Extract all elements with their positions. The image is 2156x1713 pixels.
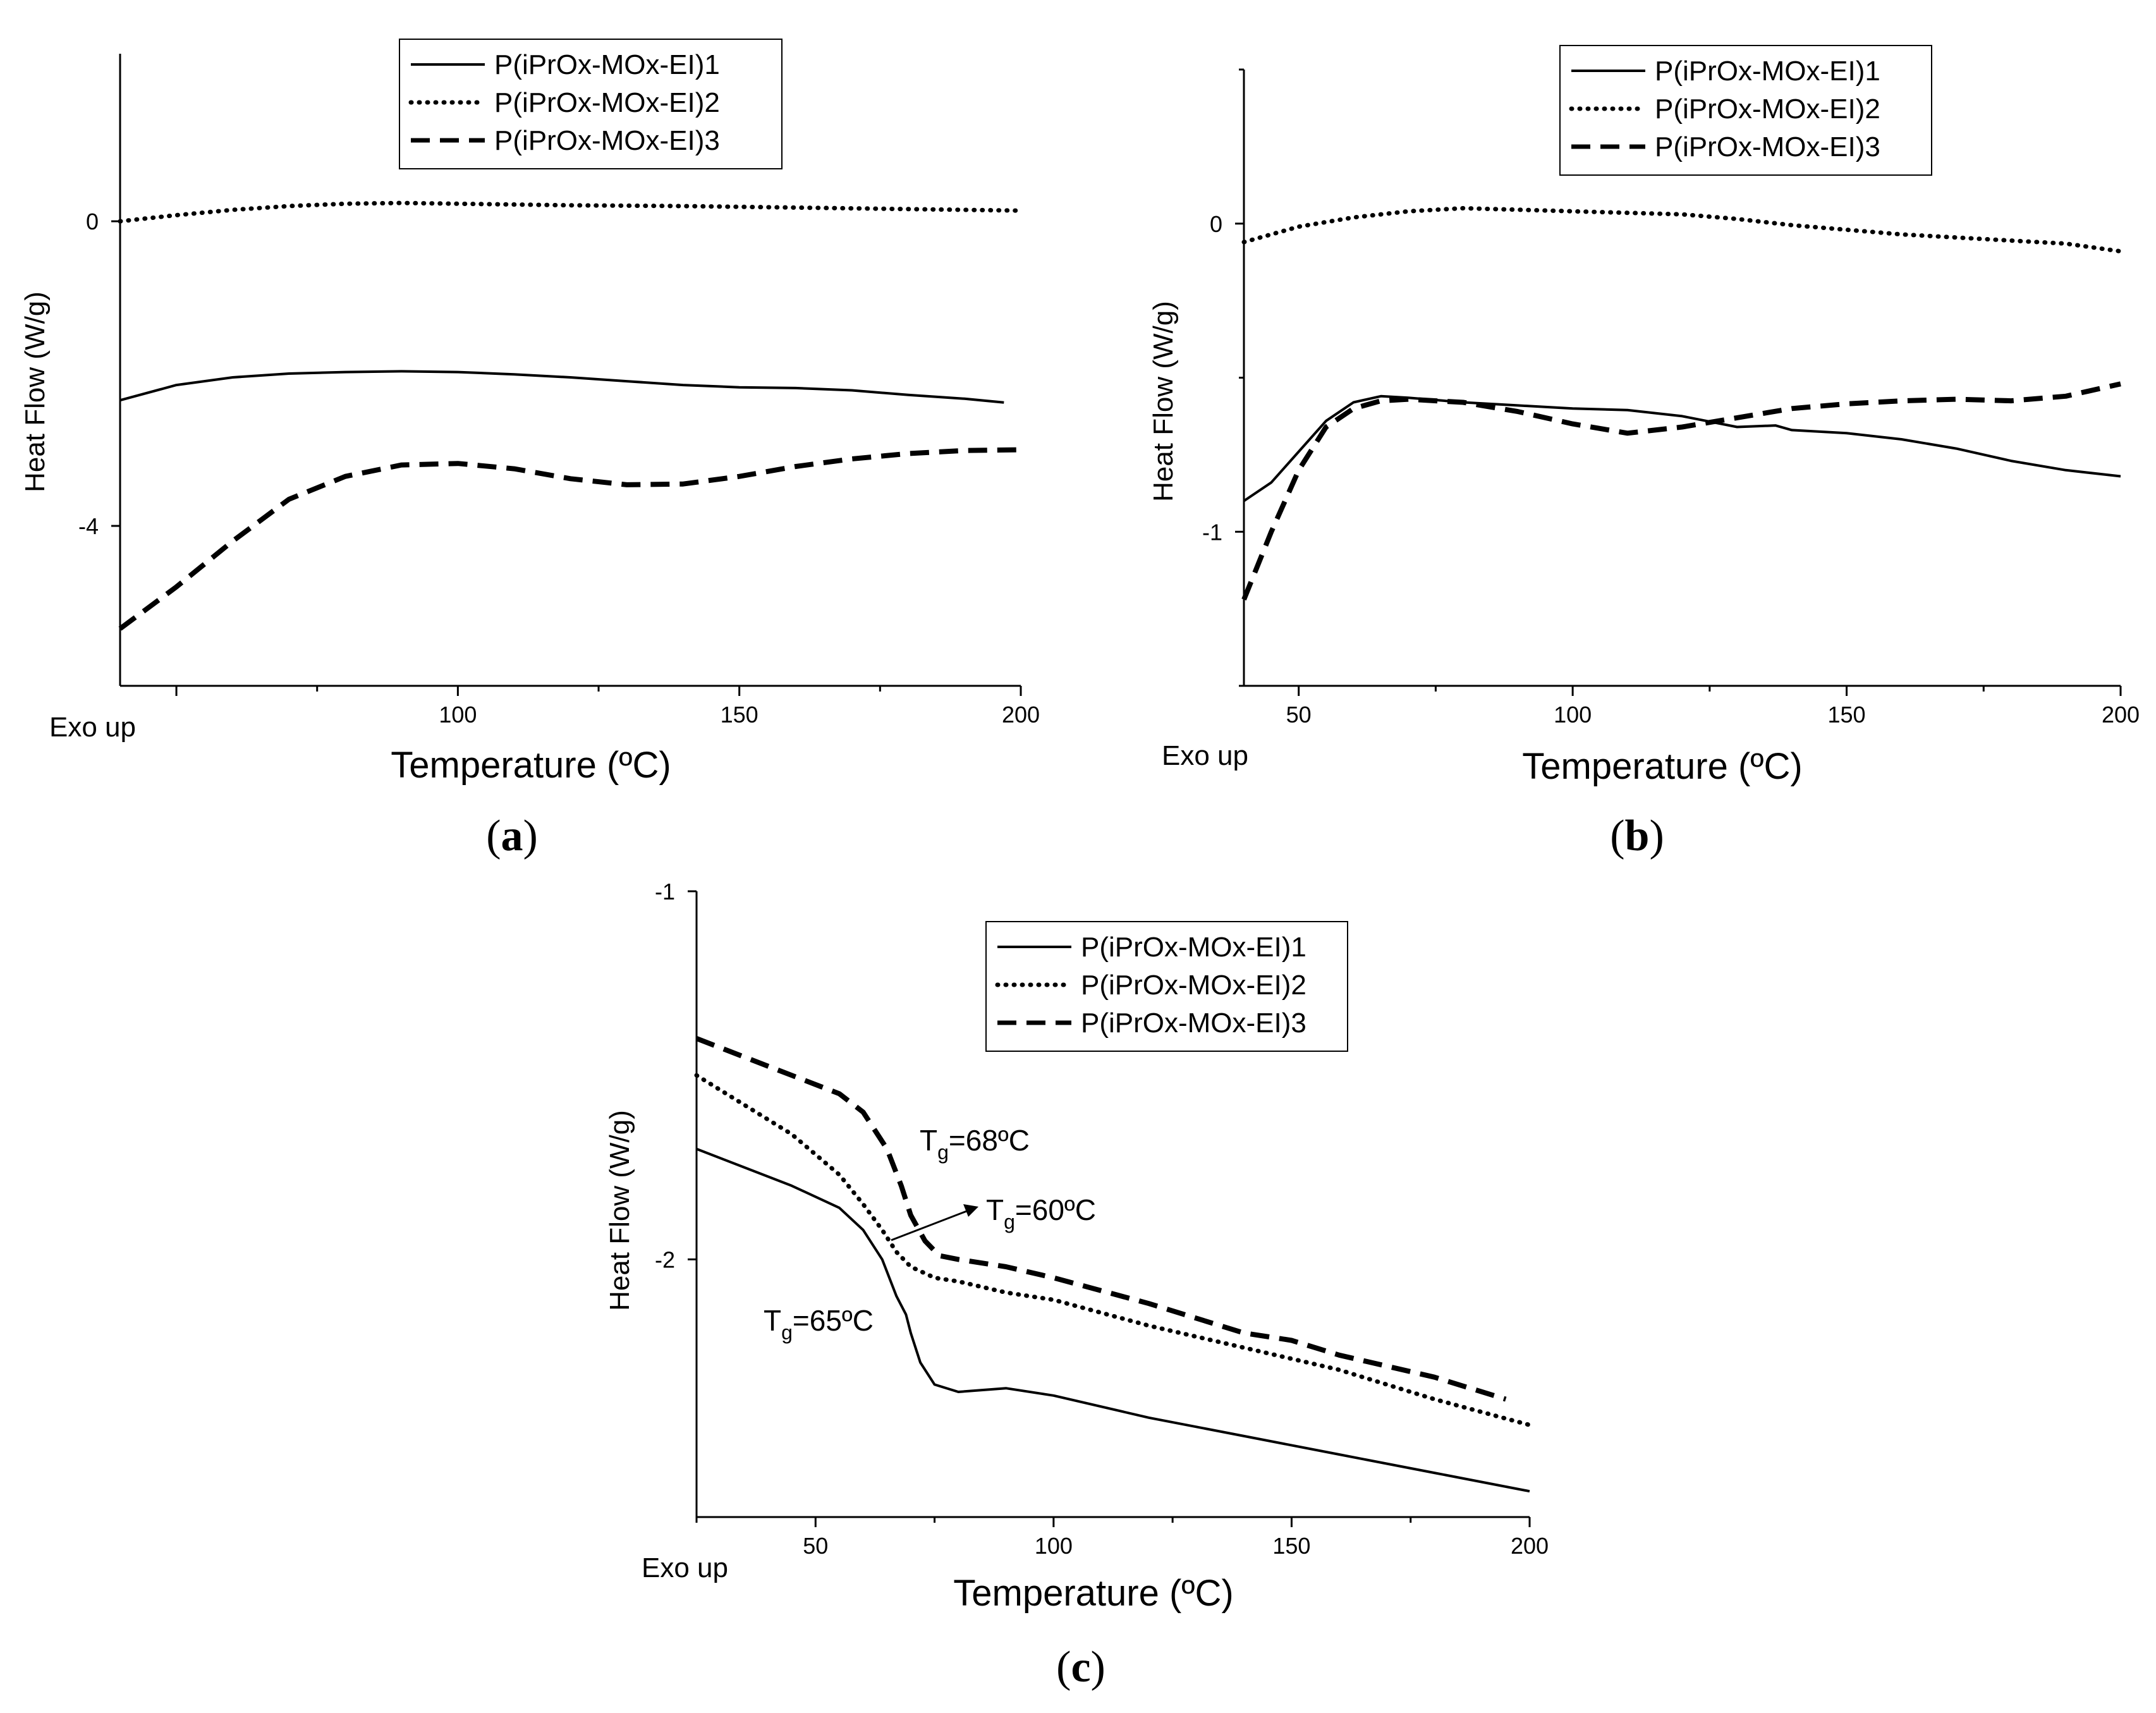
x-tick-label: 50 <box>803 1533 828 1559</box>
x-axis-title: Temperature (ºC) <box>1522 746 1802 787</box>
x-tick-label: 200 <box>1002 702 1040 728</box>
series-line-2 <box>118 200 1023 224</box>
exo-up-label: Exo up <box>49 712 136 743</box>
x-tick-label: 150 <box>721 702 758 728</box>
legend-label-1: P(iPrOx-MOx-EI)1 <box>1081 932 1306 963</box>
x-tick-label: 200 <box>1511 1533 1549 1559</box>
legend: P(iPrOx-MOx-EI)1 P(iPrOx-MOx-EI)2 P(iPrOx-… <box>399 39 783 169</box>
x-axis-title: Temperature (ºC) <box>391 745 671 786</box>
y-axis-title: Heat Flow (W/g) <box>1148 301 1179 502</box>
y-tick-label: -4 <box>78 513 99 539</box>
panel-caption: (a) <box>486 812 538 860</box>
series-line-1 <box>1243 394 2121 503</box>
series-line-2 <box>1241 205 2123 254</box>
legend-label-3: P(iPrOx-MOx-EI)3 <box>1081 1008 1306 1039</box>
x-tick-label: 200 <box>2102 702 2140 728</box>
tg-annotation-3: Tg=65ºC <box>764 1304 874 1344</box>
x-tick-label: 150 <box>1272 1533 1310 1559</box>
exo-up-label: Exo up <box>642 1552 728 1583</box>
legend-box <box>399 39 783 169</box>
panel-caption: (b) <box>1610 812 1664 860</box>
exo-up-label: Exo up <box>1162 740 1248 771</box>
y-tick-label: -2 <box>655 1247 675 1272</box>
legend-label-1: P(iPrOx-MOx-EI)1 <box>1655 56 1880 87</box>
x-axis-title: Temperature (ºC) <box>953 1573 1233 1614</box>
x-tick-label: 100 <box>439 702 477 728</box>
x-tick-label: 150 <box>1828 702 1866 728</box>
series-line-3 <box>695 1036 1507 1402</box>
y-axis-title: Heat Flow (W/g) <box>20 291 51 492</box>
series-line-3 <box>118 447 1021 631</box>
chart-panel-3: 50 100 150 200-2-1P(iPrOx-MOx-EI)1P(iPrOx-M… <box>604 879 1549 1692</box>
y-tick-label: -1 <box>655 879 675 905</box>
legend: P(iPrOx-MOx-EI)1 P(iPrOx-MOx-EI)2 P(iPrOx-… <box>1559 45 1932 176</box>
series-line-1 <box>696 1147 1530 1493</box>
legend-label-3: P(iPrOx-MOx-EI)3 <box>1655 131 1880 162</box>
y-tick-label: 0 <box>1210 211 1222 237</box>
legend-label-1: P(iPrOx-MOx-EI)1 <box>494 49 720 80</box>
legend-label-2: P(iPrOx-MOx-EI)2 <box>1081 970 1306 1001</box>
legend-label-2: P(iPrOx-MOx-EI)2 <box>494 87 720 118</box>
x-tick-label: 100 <box>1554 702 1592 728</box>
y-axis-title: Heat Flow (W/g) <box>604 1110 635 1311</box>
chart-panel-1: 100 150 200-40P(iPrOx-MOx-EI)1P(iPrOx-MOx-… <box>20 39 1040 860</box>
x-tick-label: 50 <box>1286 702 1312 728</box>
legend-label-3: P(iPrOx-MOx-EI)3 <box>494 125 720 156</box>
tg-arrow-line <box>891 1209 969 1241</box>
series-line-3 <box>1241 381 2121 600</box>
x-tick-label: 100 <box>1035 1533 1073 1559</box>
series-line-2 <box>694 1073 1532 1427</box>
series-line-1 <box>119 370 1004 404</box>
legend: P(iPrOx-MOx-EI)1 P(iPrOx-MOx-EI)2 P(iPrOx-… <box>985 921 1348 1052</box>
chart-panel-2: 50 100 150 200-10P(iPrOx-MOx-EI)1P(iPrOx-MO… <box>1148 45 2140 860</box>
legend-label-2: P(iPrOx-MOx-EI)2 <box>1655 94 1880 125</box>
panel-caption: (c) <box>1056 1643 1105 1692</box>
y-tick-label: 0 <box>86 209 99 235</box>
tg-arrow-head <box>963 1204 978 1217</box>
tg-annotation-2: Tg=60ºC <box>986 1193 1096 1233</box>
y-tick-label: -1 <box>1202 519 1222 545</box>
tg-annotation-1: Tg=68ºC <box>920 1124 1030 1164</box>
